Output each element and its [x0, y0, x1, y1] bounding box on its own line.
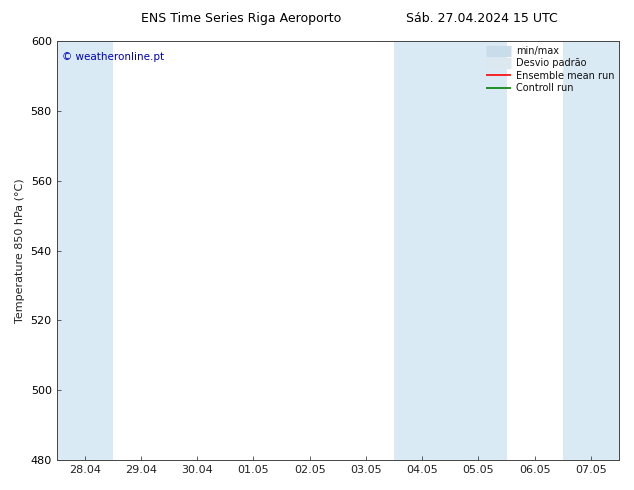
Bar	[563, 41, 619, 460]
Bar	[394, 41, 507, 460]
Y-axis label: Temperature 850 hPa (°C): Temperature 850 hPa (°C)	[15, 178, 25, 323]
Text: Sáb. 27.04.2024 15 UTC: Sáb. 27.04.2024 15 UTC	[406, 12, 558, 25]
Text: © weatheronline.pt: © weatheronline.pt	[62, 51, 164, 62]
Text: ENS Time Series Riga Aeroporto: ENS Time Series Riga Aeroporto	[141, 12, 341, 25]
Legend: min/max, Desvio padrão, Ensemble mean run, Controll run: min/max, Desvio padrão, Ensemble mean ru…	[486, 46, 614, 93]
Bar	[56, 41, 113, 460]
